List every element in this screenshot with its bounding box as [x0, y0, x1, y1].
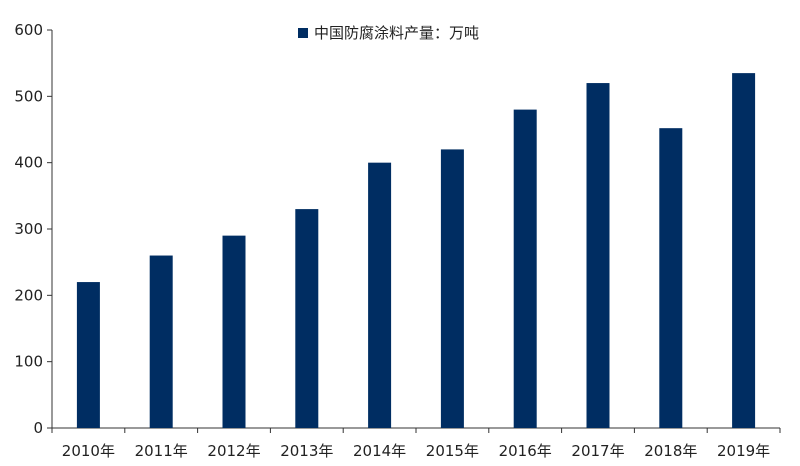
y-tick-label: 300: [14, 220, 43, 238]
y-tick-label: 500: [14, 87, 43, 105]
bar-2011年: [149, 255, 173, 428]
x-tick-label: 2017年: [571, 442, 624, 460]
legend-swatch: [298, 28, 308, 38]
legend: 中国防腐涂料产量：万吨: [298, 24, 479, 42]
bar-2012年: [222, 235, 246, 428]
bar-2019年: [732, 73, 756, 428]
x-tick-label: 2015年: [426, 442, 479, 460]
x-tick-label: 2010年: [62, 442, 115, 460]
x-tick-label: 2011年: [135, 442, 188, 460]
y-tick-label: 600: [14, 21, 43, 39]
x-tick-label: 2016年: [499, 442, 552, 460]
x-tick-label: 2014年: [353, 442, 406, 460]
x-tick-label: 2013年: [280, 442, 333, 460]
bar-2014年: [368, 162, 392, 428]
x-axis: 2010年 2011年 2012年 2013年 2014年 2015年 2016年 2017年…: [51, 427, 781, 460]
bar-series: [76, 73, 756, 429]
y-tick-label: 400: [14, 154, 43, 172]
bar-2015年: [440, 149, 464, 428]
bar-2016年: [513, 109, 537, 428]
bar-2017年: [586, 83, 610, 429]
y-tick-label: 200: [14, 286, 43, 304]
x-tick-label: 2019年: [717, 442, 770, 460]
y-tick-label: 100: [14, 353, 43, 371]
bar-2010年: [76, 282, 100, 428]
legend-label: 中国防腐涂料产量：万吨: [314, 24, 479, 42]
x-tick-label: 2018年: [644, 442, 697, 460]
bar-2018年: [659, 128, 683, 428]
y-tick-label: 0: [33, 419, 43, 437]
bar-2013年: [295, 209, 319, 428]
y-axis: 0 100 200 300 400 500 600: [14, 21, 53, 437]
x-tick-label: 2012年: [207, 442, 260, 460]
